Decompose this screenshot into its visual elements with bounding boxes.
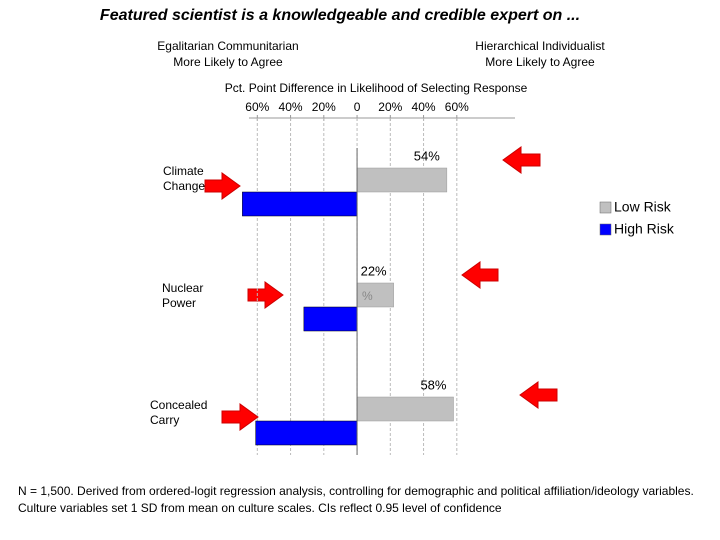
chart-title: Featured scientist is a knowledgeable an… xyxy=(100,7,580,24)
x-tick-label: 20% xyxy=(312,100,336,114)
x-tick-label: 60% xyxy=(245,100,269,114)
value-label: 54% xyxy=(414,148,440,163)
arrows xyxy=(204,146,558,431)
legend-swatch xyxy=(599,223,612,236)
value-label: 22% xyxy=(361,263,387,278)
legend-label: Low Risk xyxy=(614,199,672,215)
x-tick-label: 40% xyxy=(412,100,436,114)
x-tick-label: 60% xyxy=(445,100,469,114)
bar xyxy=(356,167,448,193)
footnote: N = 1,500. Derived from ordered-logit re… xyxy=(18,484,694,515)
category-label: Nuclear Power xyxy=(162,281,204,310)
x-axis-label: Pct. Point Difference in Likelihood of S… xyxy=(225,81,528,95)
category-label: Climate Change xyxy=(163,164,206,193)
x-tick-label: 40% xyxy=(279,100,303,114)
right-header: More Likely to Agree xyxy=(485,55,595,69)
right-header: Hierarchical Individualist xyxy=(475,39,605,53)
bar xyxy=(303,306,358,332)
category-label: Concealed Carry xyxy=(150,398,208,427)
bar xyxy=(356,396,454,422)
x-tick-label: 20% xyxy=(378,100,402,114)
arrow xyxy=(204,172,241,200)
arrow xyxy=(502,146,541,174)
arrow xyxy=(461,261,499,289)
annotation: % xyxy=(362,289,373,303)
value-label: 58% xyxy=(420,377,446,392)
left-header: Egalitarian Communitarian xyxy=(157,39,298,53)
x-tick-label: 0 xyxy=(354,100,361,114)
bar xyxy=(255,420,358,446)
arrow xyxy=(519,381,558,409)
bar xyxy=(356,282,394,308)
bar xyxy=(242,191,358,217)
left-header: More Likely to Agree xyxy=(173,55,283,69)
legend-label: High Risk xyxy=(614,221,675,237)
arrow xyxy=(247,281,284,309)
arrow xyxy=(221,403,259,431)
legend-swatch xyxy=(599,201,612,214)
